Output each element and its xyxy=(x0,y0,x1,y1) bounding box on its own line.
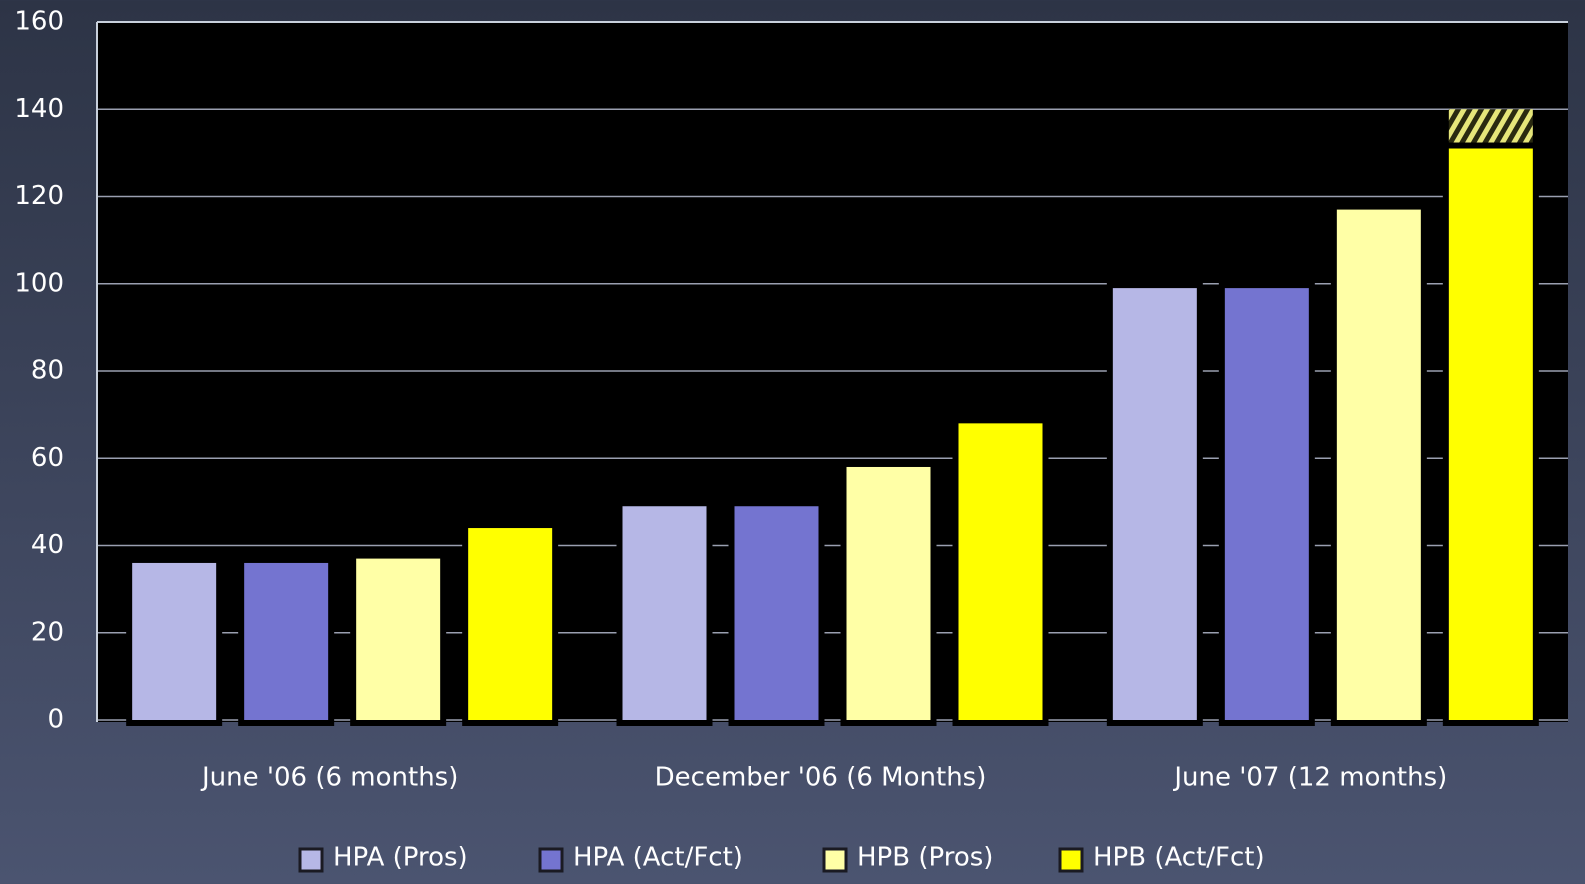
bar xyxy=(1442,142,1539,726)
x-tick-label: June '07 (12 months) xyxy=(1172,763,1447,793)
plot-area xyxy=(97,22,1568,722)
y-tick-label: 140 xyxy=(14,94,64,124)
bar xyxy=(1330,203,1427,726)
legend-swatch xyxy=(538,847,564,873)
bar xyxy=(1218,282,1315,726)
y-tick-label: 0 xyxy=(47,705,64,735)
legend-swatch xyxy=(1058,847,1084,873)
bar xyxy=(1106,282,1203,726)
legend-label: HPA (Pros) xyxy=(333,843,468,873)
bar xyxy=(238,556,335,727)
bar xyxy=(840,460,937,726)
y-tick-label: 100 xyxy=(14,268,64,298)
bar xyxy=(952,417,1049,726)
y-tick-label: 120 xyxy=(14,181,64,211)
y-tick-label: 40 xyxy=(31,530,64,560)
bar xyxy=(728,500,825,726)
legend-swatch xyxy=(298,847,324,873)
legend-label: HPB (Act/Fct) xyxy=(1093,843,1265,873)
y-tick-label: 20 xyxy=(31,617,64,647)
legend-label: HPA (Act/Fct) xyxy=(573,843,743,873)
x-tick-label: December '06 (6 Months) xyxy=(655,763,987,793)
bar xyxy=(462,522,559,726)
hatched-bar-segment xyxy=(1448,109,1533,143)
bar xyxy=(616,500,713,726)
y-tick-label: 160 xyxy=(14,7,64,37)
y-tick-label: 60 xyxy=(31,443,64,473)
y-tick-label: 80 xyxy=(31,356,64,386)
legend-swatch xyxy=(822,847,848,873)
x-tick-label: June '06 (6 months) xyxy=(200,763,458,793)
bar xyxy=(126,556,223,727)
legend-label: HPB (Pros) xyxy=(857,843,993,873)
bar xyxy=(350,552,447,727)
